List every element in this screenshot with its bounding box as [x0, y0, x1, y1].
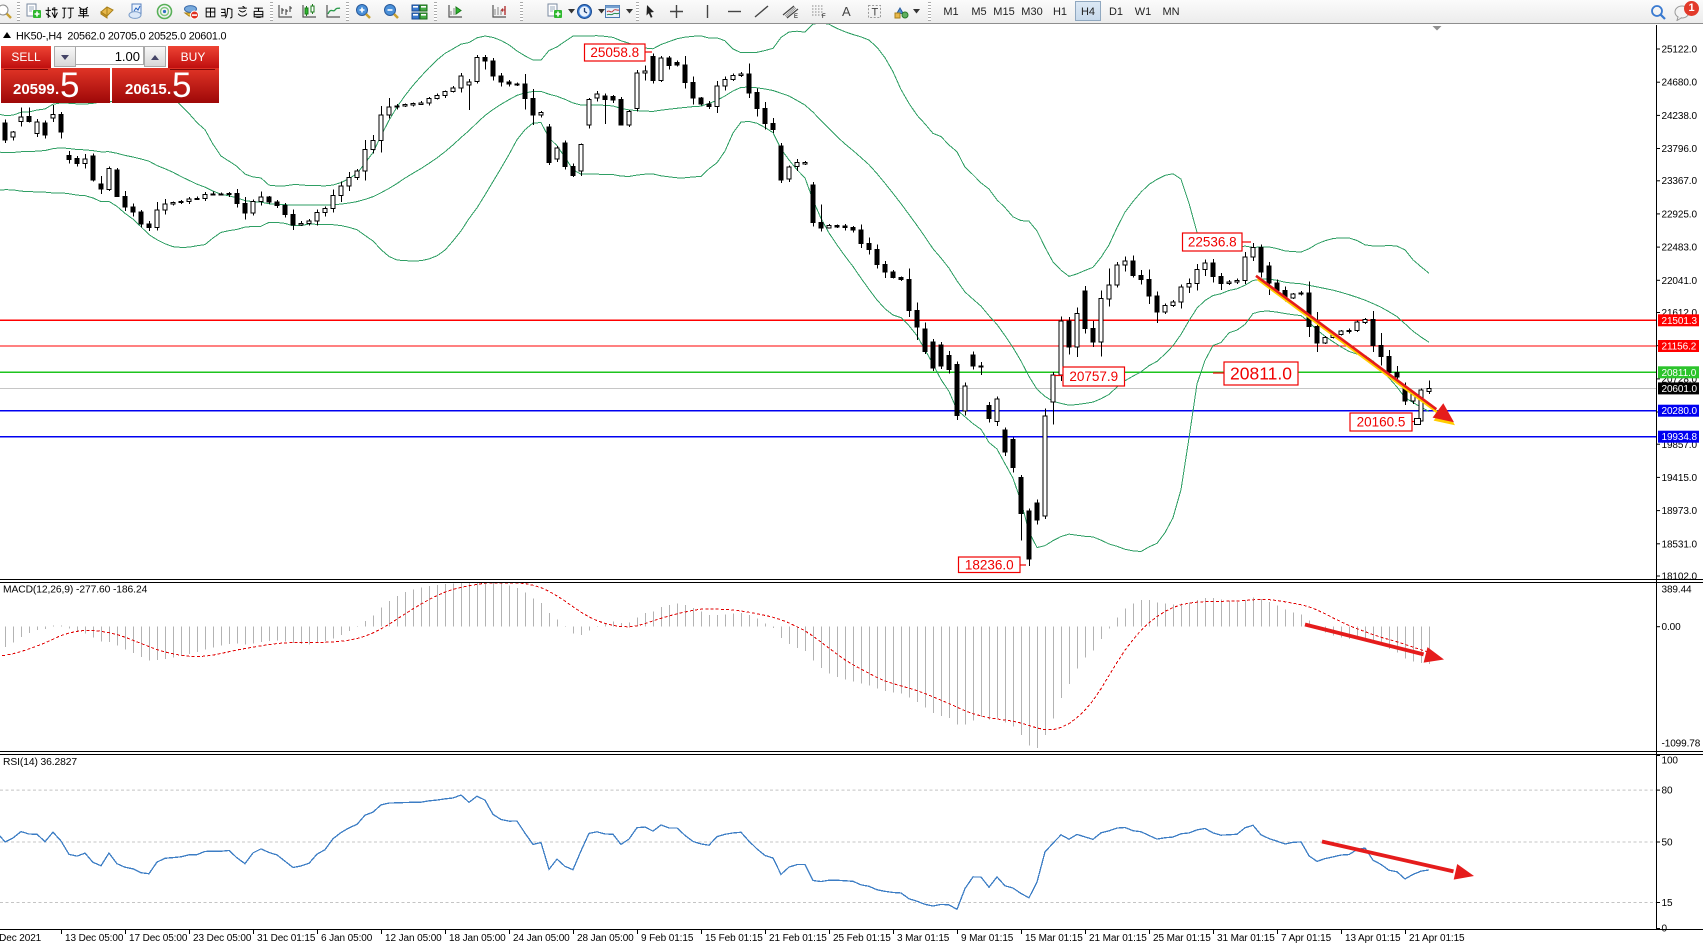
svg-text:18 Jan 05:00: 18 Jan 05:00 — [449, 933, 506, 944]
svg-text:E: E — [794, 14, 798, 20]
svg-text:F: F — [822, 14, 826, 20]
svg-text:21 Feb 01:15: 21 Feb 01:15 — [769, 933, 827, 944]
svg-text:31 Mar 01:15: 31 Mar 01:15 — [1217, 933, 1275, 944]
svg-text:21612.0: 21612.0 — [1662, 308, 1698, 319]
svg-text:21501.3: 21501.3 — [1662, 316, 1698, 327]
svg-text:18973.0: 18973.0 — [1662, 506, 1698, 517]
svg-text:A: A — [842, 4, 851, 19]
svg-text:7 Dec 2021: 7 Dec 2021 — [0, 933, 42, 944]
svg-text:15 Feb 01:15: 15 Feb 01:15 — [705, 933, 763, 944]
svg-text:25122.0: 25122.0 — [1662, 45, 1698, 56]
svg-text:12 Jan 05:00: 12 Jan 05:00 — [385, 933, 442, 944]
svg-text:22925.0: 22925.0 — [1662, 209, 1698, 220]
svg-text:18102.0: 18102.0 — [1662, 572, 1698, 583]
svg-text:22483.0: 22483.0 — [1662, 243, 1698, 254]
svg-text:21 Apr 01:15: 21 Apr 01:15 — [1409, 933, 1465, 944]
svg-text:24680.0: 24680.0 — [1662, 78, 1698, 89]
svg-text:19415.0: 19415.0 — [1662, 473, 1698, 484]
svg-text:25058.8: 25058.8 — [590, 45, 639, 60]
svg-text:21 Mar 01:15: 21 Mar 01:15 — [1089, 933, 1147, 944]
svg-text:24238.0: 24238.0 — [1662, 111, 1698, 122]
svg-text:23367.0: 23367.0 — [1662, 176, 1698, 187]
svg-text:18236.0: 18236.0 — [965, 557, 1014, 572]
svg-text:T: T — [872, 7, 879, 19]
svg-text:MACD(12,26,9) -277.60 -186.24: MACD(12,26,9) -277.60 -186.24 — [3, 585, 148, 596]
svg-text:17 Dec 05:00: 17 Dec 05:00 — [129, 933, 188, 944]
svg-text:25 Mar 01:15: 25 Mar 01:15 — [1153, 933, 1211, 944]
svg-text:100: 100 — [1662, 756, 1679, 767]
svg-text:22041.0: 22041.0 — [1662, 276, 1698, 287]
svg-text:20601.0: 20601.0 — [1662, 384, 1698, 395]
svg-text:23 Dec 05:00: 23 Dec 05:00 — [193, 933, 252, 944]
svg-text:19857.0: 19857.0 — [1662, 440, 1698, 451]
svg-text:HK50-,H4 20562.0 20705.0 2052: HK50-,H4 20562.0 20705.0 20525.0 20601.0 — [16, 31, 227, 43]
svg-text:3 Mar 01:15: 3 Mar 01:15 — [897, 933, 950, 944]
svg-text:20728.0: 20728.0 — [1662, 374, 1698, 385]
svg-text:15 Mar 01:15: 15 Mar 01:15 — [1025, 933, 1083, 944]
svg-text:28 Jan 05:00: 28 Jan 05:00 — [577, 933, 634, 944]
svg-text:50: 50 — [1662, 838, 1673, 849]
svg-text:24 Jan 05:00: 24 Jan 05:00 — [513, 933, 570, 944]
svg-text:31 Dec 01:15: 31 Dec 01:15 — [257, 933, 316, 944]
svg-text:13 Apr 01:15: 13 Apr 01:15 — [1345, 933, 1401, 944]
svg-text:7 Apr 01:15: 7 Apr 01:15 — [1281, 933, 1332, 944]
svg-text:20811.0: 20811.0 — [1230, 363, 1292, 383]
svg-text:389.44: 389.44 — [1662, 585, 1693, 596]
svg-text:22536.8: 22536.8 — [1188, 235, 1237, 250]
svg-text:0: 0 — [1662, 924, 1668, 935]
svg-text:23796.0: 23796.0 — [1662, 144, 1698, 155]
svg-text:20811.0: 20811.0 — [1662, 368, 1697, 379]
svg-text:19934.8: 19934.8 — [1662, 432, 1698, 443]
svg-text:25 Feb 01:15: 25 Feb 01:15 — [833, 933, 891, 944]
svg-text:20160.5: 20160.5 — [1357, 415, 1406, 430]
svg-text:18531.0: 18531.0 — [1662, 539, 1698, 550]
svg-text:6 Jan 05:00: 6 Jan 05:00 — [321, 933, 373, 944]
svg-text:20757.9: 20757.9 — [1069, 369, 1118, 384]
svg-text:9 Feb 01:15: 9 Feb 01:15 — [641, 933, 694, 944]
svg-text:9 Mar 01:15: 9 Mar 01:15 — [961, 933, 1014, 944]
svg-text:15: 15 — [1662, 898, 1673, 909]
svg-text:-1099.78: -1099.78 — [1662, 739, 1701, 750]
svg-text:RSI(14) 36.2827: RSI(14) 36.2827 — [3, 757, 77, 768]
svg-text:0.00: 0.00 — [1662, 622, 1682, 633]
svg-text:13 Dec 05:00: 13 Dec 05:00 — [65, 933, 124, 944]
svg-text:20280.0: 20280.0 — [1662, 406, 1698, 417]
svg-text:80: 80 — [1662, 786, 1673, 797]
svg-text:21156.2: 21156.2 — [1662, 342, 1697, 353]
